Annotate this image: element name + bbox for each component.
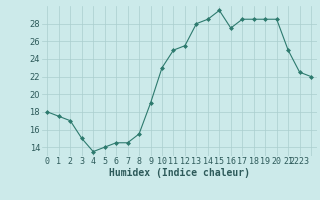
X-axis label: Humidex (Indice chaleur): Humidex (Indice chaleur) <box>109 168 250 178</box>
